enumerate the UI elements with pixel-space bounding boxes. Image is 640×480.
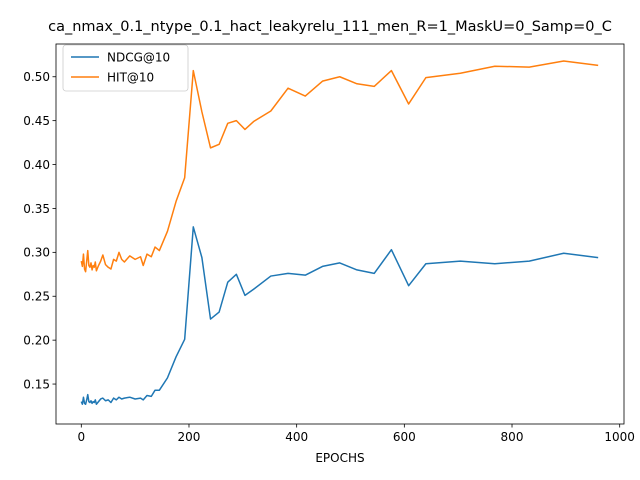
legend-label-hit-10: HIT@10 <box>107 70 154 84</box>
series-line-hit-10 <box>80 60 599 273</box>
x-tick-label: 200 <box>178 430 201 444</box>
y-tick-label: 0.45 <box>23 114 50 128</box>
y-axis-ticks: 0.15 0.20 0.25 0.30 0.35 0.40 0.45 0.50 <box>23 70 56 391</box>
chart-title: ca_nmax_0.1_ntype_0.1_hact_leakyrelu_111… <box>48 19 612 35</box>
x-tick-label: 0 <box>77 430 85 444</box>
y-tick-label: 0.50 <box>23 70 50 84</box>
x-tick-label: 400 <box>285 430 308 444</box>
x-axis-ticks: 0 200 400 600 800 1000 <box>77 424 635 444</box>
y-tick-label: 0.20 <box>23 333 50 347</box>
y-tick-label: 0.30 <box>23 246 50 260</box>
x-axis-label: EPOCHS <box>315 451 364 465</box>
y-tick-label: 0.35 <box>23 202 50 216</box>
plot-frame <box>55 43 625 425</box>
series-layer <box>80 60 599 405</box>
legend: NDCG@10 HIT@10 <box>62 44 189 92</box>
y-tick-label: 0.40 <box>23 158 50 172</box>
x-tick-label: 1000 <box>604 430 635 444</box>
x-tick-label: 600 <box>393 430 416 444</box>
y-tick-label: 0.25 <box>23 290 50 304</box>
series-line-ndcg-10 <box>80 226 599 405</box>
legend-label-ndcg-10: NDCG@10 <box>107 50 170 64</box>
y-tick-label: 0.15 <box>23 377 50 391</box>
x-tick-label: 800 <box>501 430 524 444</box>
